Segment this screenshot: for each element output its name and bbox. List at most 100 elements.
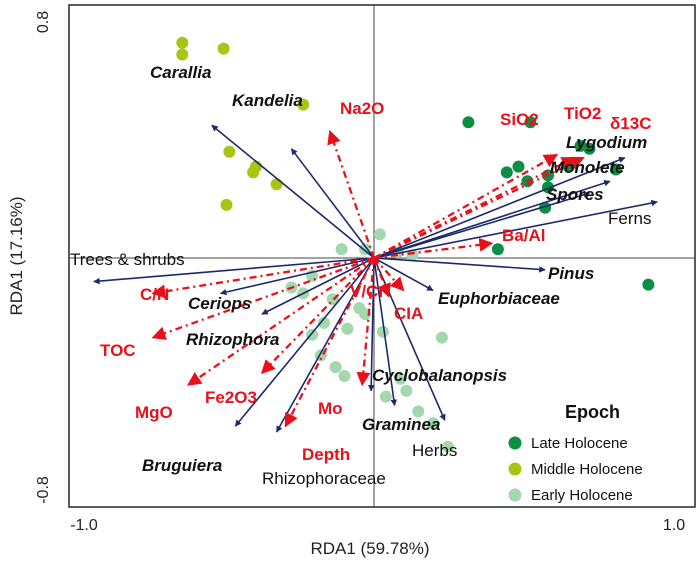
label-herbs: Herbs	[412, 441, 457, 460]
species-arrow-monolete	[373, 180, 611, 259]
env-arrow-na2o	[327, 129, 376, 259]
label-graminea: Graminea	[362, 415, 440, 434]
point-middle-2	[217, 42, 230, 55]
env-arrow-13c	[373, 156, 585, 260]
label-mo: Mo	[318, 399, 343, 418]
env-arrow-cia	[373, 257, 405, 292]
point-middle-1	[176, 48, 189, 61]
label-spores: Spores	[546, 185, 604, 204]
env-arrow-sio2	[373, 153, 559, 260]
env-arrow-c-n	[151, 256, 375, 299]
env-arrow-toc	[151, 256, 375, 340]
species-arrow-pinus	[373, 257, 546, 273]
label-v-cr: V/Cr	[350, 282, 385, 301]
point-late-13	[642, 278, 655, 291]
environment-arrows	[151, 129, 585, 428]
point-early-15	[435, 331, 448, 344]
x-tick-right: 1.0	[663, 517, 685, 534]
label-pinus: Pinus	[548, 264, 594, 283]
label-euphorbiaceae: Euphorbiaceae	[438, 289, 560, 308]
species-arrow-rhizophoraceae	[275, 257, 375, 433]
y-tick-bottom: -0.8	[35, 476, 52, 504]
species-arrows	[93, 124, 658, 433]
species-arrow-kandelia	[290, 148, 375, 259]
point-middle-7	[270, 178, 283, 191]
label-sio2: SiO2	[500, 110, 539, 129]
species-arrow-euphorbiaceae	[373, 257, 434, 292]
point-late-1	[524, 116, 537, 129]
plot-frame	[68, 4, 696, 508]
point-middle-6	[247, 166, 260, 179]
label-rhizophora: Rhizophora	[186, 330, 280, 349]
species-arrow-ceriops	[219, 257, 375, 296]
legend-swatch-early	[508, 488, 522, 502]
legend: Epoch Late Holocene Middle Holocene Earl…	[508, 402, 643, 504]
label-cia: CIA	[394, 304, 423, 323]
point-early-1	[335, 243, 348, 256]
species-arrow-rhizophora	[261, 257, 375, 315]
label-rhizophoraceae: Rhizophoraceae	[262, 469, 386, 488]
env-arrow-mo	[356, 257, 376, 387]
species-arrow-cyclobalanopsis	[367, 257, 375, 392]
point-early-20	[400, 384, 413, 397]
species-arrow-bruguiera	[234, 257, 375, 427]
point-early-12	[341, 322, 354, 335]
point-early-24	[441, 440, 454, 453]
point-early-18	[338, 370, 351, 382]
env-arrow-fe2o3	[260, 257, 375, 375]
label-monolete: Monolete	[550, 158, 625, 177]
point-late-6	[500, 166, 513, 179]
y-tick-top: 0.8	[35, 11, 52, 33]
env-arrow-mgo	[187, 257, 375, 386]
point-early-13	[376, 325, 389, 338]
point-late-12	[491, 243, 504, 256]
species-arrow-carallia	[211, 124, 375, 259]
env-arrow-depth	[284, 257, 376, 428]
point-early-11	[317, 316, 330, 329]
label-kandelia: Kandelia	[232, 91, 303, 110]
label-ba-al: Ba/Al	[502, 226, 545, 245]
label-c-n: C/N	[140, 285, 169, 304]
legend-title: Epoch	[565, 402, 620, 422]
point-early-22	[412, 405, 425, 418]
label-bruguiera: Bruguiera	[142, 456, 222, 475]
legend-label-middle: Middle Holocene	[531, 461, 643, 478]
point-middle-4	[223, 145, 236, 158]
label-tio2: TiO2	[564, 104, 601, 123]
x-tick-left: -1.0	[70, 517, 98, 534]
point-late-3	[583, 142, 596, 155]
point-early-23	[427, 417, 439, 430]
env-arrow-ba-al	[373, 237, 494, 260]
species-arrow-spores	[373, 191, 591, 259]
label-mgo: MgO	[135, 403, 173, 422]
point-early-17	[329, 361, 342, 374]
label-ferns: Ferns	[608, 209, 651, 228]
label-carallia: Carallia	[150, 63, 211, 82]
label-toc: TOC	[100, 341, 136, 360]
point-early-19	[394, 372, 407, 385]
label-d13c: δ13C	[610, 114, 652, 133]
point-middle-8	[220, 198, 233, 211]
env-arrow-v-cr	[372, 257, 391, 298]
point-late-10	[609, 163, 622, 176]
species-arrow-graminea	[373, 257, 398, 407]
label-na2o: Na2O	[340, 99, 384, 118]
label-ceriops: Ceriops	[188, 294, 251, 313]
label-depth: Depth	[302, 445, 350, 464]
legend-swatch-middle	[508, 462, 522, 476]
species-arrow-lygodium	[373, 156, 626, 259]
label-lygodium: Lygodium	[566, 133, 647, 152]
point-early-21	[379, 390, 392, 403]
x-axis-label: RDA1 (59.78%)	[310, 539, 429, 558]
point-late-0	[462, 116, 475, 129]
legend-swatch-late	[508, 436, 522, 450]
point-early-0	[373, 228, 386, 241]
label-cyclobalanopsis: Cyclobalanopsis	[372, 366, 507, 385]
point-late-4	[512, 160, 525, 173]
y-axis-label: RDA1 (17.16%)	[7, 196, 26, 315]
point-middle-3	[297, 98, 310, 111]
legend-label-early: Early Holocene	[531, 487, 633, 504]
legend-label-late: Late Holocene	[531, 435, 628, 452]
point-early-4	[406, 249, 419, 262]
